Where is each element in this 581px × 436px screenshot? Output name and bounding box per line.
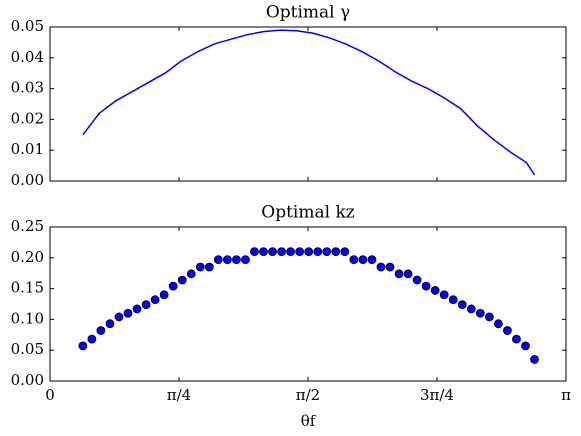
point (204, 262, 214, 272)
point (78, 341, 88, 351)
point (304, 247, 314, 257)
point (241, 255, 250, 265)
point (286, 247, 296, 257)
point (259, 247, 268, 257)
point (96, 326, 106, 335)
y-tick-label: 0.25 (11, 217, 44, 235)
point (340, 247, 350, 257)
chart-title: Optimal γ (266, 3, 350, 23)
point (448, 295, 458, 305)
point (493, 319, 503, 329)
point (521, 341, 530, 351)
point (439, 290, 449, 300)
point (503, 326, 512, 335)
point (484, 312, 494, 322)
point (466, 304, 476, 314)
point (385, 262, 395, 272)
x-tick-label: 3π/4 (420, 386, 454, 404)
point (430, 286, 440, 295)
point (349, 255, 359, 265)
point (530, 355, 539, 364)
point (177, 275, 187, 285)
point (268, 247, 277, 257)
point (222, 255, 232, 265)
point (376, 262, 386, 272)
point (114, 312, 124, 322)
x-tick-label: π/4 (167, 386, 191, 404)
point (421, 281, 431, 291)
x-axis-label: θf (301, 412, 317, 430)
point (367, 255, 377, 265)
x-tick-label: 0 (45, 386, 55, 404)
point (132, 304, 142, 314)
y-tick-label: 0.10 (11, 309, 44, 327)
chart-title: Optimal kz (261, 203, 354, 223)
point (403, 269, 413, 279)
y-tick-label: 0.01 (11, 140, 44, 158)
point (232, 255, 241, 265)
point (394, 269, 404, 279)
y-tick-label: 0.00 (11, 171, 44, 189)
point (159, 290, 169, 300)
point (322, 247, 332, 257)
point (213, 255, 223, 265)
point (150, 295, 160, 305)
y-tick-label: 0.05 (11, 17, 44, 35)
point (141, 300, 151, 310)
point (358, 255, 368, 265)
x-tick-label: π (561, 386, 571, 404)
point (250, 247, 259, 257)
point (186, 269, 196, 279)
plot-frame (49, 226, 567, 382)
point (331, 247, 341, 257)
point (123, 308, 133, 318)
point (412, 275, 422, 285)
plot-frame (49, 26, 567, 182)
point (295, 247, 305, 257)
y-tick-label: 0.20 (11, 248, 44, 266)
y-tick-label: 0.03 (11, 79, 44, 97)
point (313, 247, 323, 257)
x-tick-label: π/2 (296, 386, 320, 404)
point (168, 281, 178, 291)
point (105, 319, 115, 329)
point (475, 308, 485, 318)
point (195, 262, 205, 272)
y-tick-label: 0.00 (11, 371, 44, 389)
point (87, 334, 97, 344)
point (277, 247, 286, 257)
y-tick-label: 0.05 (11, 340, 44, 358)
y-tick-label: 0.04 (11, 48, 44, 66)
y-tick-label: 0.02 (11, 109, 44, 127)
point (457, 300, 467, 310)
line (82, 29, 536, 176)
point (512, 334, 521, 344)
y-tick-label: 0.15 (11, 279, 44, 297)
